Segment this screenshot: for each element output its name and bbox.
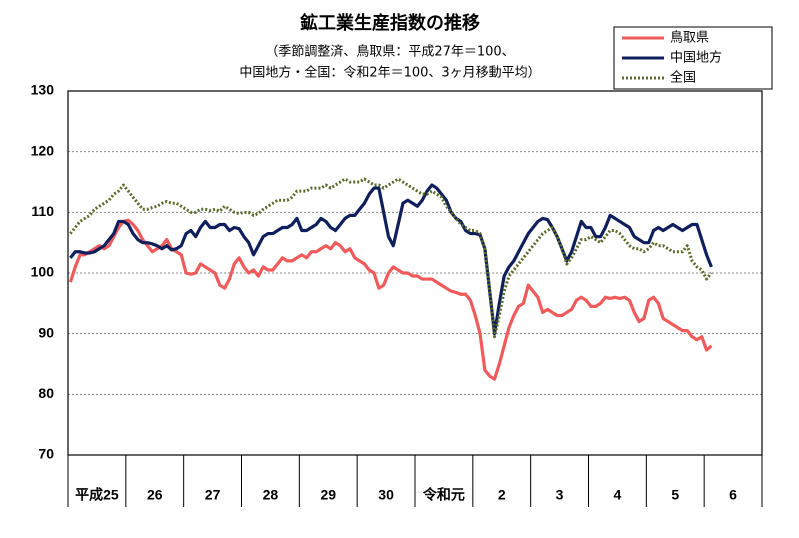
chart-subtitle: （季節調整済、鳥取県：平成27年＝100、	[265, 44, 514, 60]
x-tick-label: 6	[729, 487, 737, 503]
y-tick-label: 80	[38, 385, 54, 401]
x-tick-label: 4	[614, 487, 622, 503]
x-tick-label: 27	[205, 487, 221, 503]
x-tick-label: 28	[263, 487, 279, 503]
series-line	[69, 177, 713, 339]
legend-label: 全国	[670, 70, 696, 86]
y-tick-label: 120	[31, 142, 55, 158]
x-tick-label: 26	[147, 487, 163, 503]
y-tick-label: 110	[31, 203, 54, 219]
y-tick-label: 130	[31, 82, 55, 98]
chart-title: 鉱工業生産指数の推移	[300, 12, 480, 34]
x-tick-label: 2	[498, 487, 506, 503]
legend-label: 鳥取県	[670, 31, 709, 46]
x-tick-label: 令和元	[422, 487, 465, 503]
x-tick-label: 29	[320, 487, 336, 503]
legend-label: 中国地方	[670, 50, 722, 66]
x-tick-label: 30	[378, 487, 394, 503]
x-tick-label: 平成25	[75, 487, 119, 503]
y-tick-label: 70	[38, 446, 54, 462]
series-line	[69, 183, 713, 336]
plot-area	[68, 91, 762, 455]
x-tick-label: 5	[671, 487, 679, 503]
y-tick-label: 100	[31, 264, 55, 280]
series-line	[68, 218, 713, 381]
x-tick-label: 3	[556, 487, 564, 503]
y-tick-label: 90	[38, 324, 54, 340]
chart-subtitle: 中国地方・全国：令和2年＝100、3ヶ月移動平均）	[239, 65, 540, 81]
